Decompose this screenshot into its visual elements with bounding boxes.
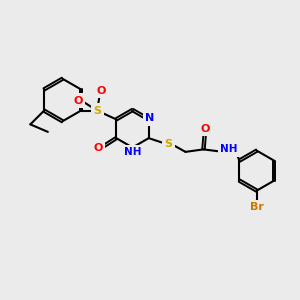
Text: O: O xyxy=(93,143,103,153)
Text: O: O xyxy=(96,85,106,96)
Text: O: O xyxy=(201,124,210,134)
Text: O: O xyxy=(73,96,83,106)
Text: S: S xyxy=(165,140,173,149)
Text: Br: Br xyxy=(250,202,264,212)
Text: S: S xyxy=(93,106,101,116)
Text: N: N xyxy=(146,113,154,123)
Text: NH: NH xyxy=(220,144,238,154)
Text: NH: NH xyxy=(124,147,141,157)
